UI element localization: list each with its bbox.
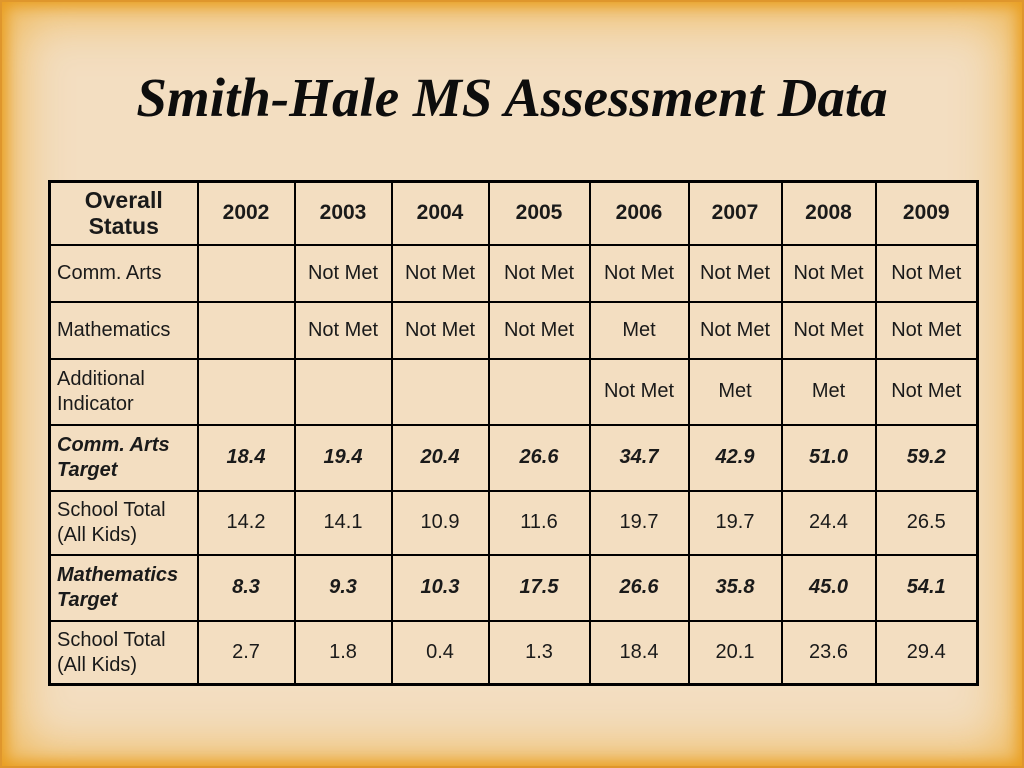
row-label: Mathematics xyxy=(48,300,199,360)
cell-value: Not Met xyxy=(687,243,783,303)
cell-value: 42.9 xyxy=(687,423,783,492)
assessment-table: Overall Status 2002 2003 2004 2005 2006 … xyxy=(48,180,979,687)
cell-value: Not Met xyxy=(588,243,690,303)
cell-value xyxy=(196,300,296,360)
cell-value: 18.4 xyxy=(588,619,690,686)
cell-value: Met xyxy=(687,357,783,426)
cell-value: Not Met xyxy=(588,357,690,426)
row-label: School Total (All Kids) xyxy=(48,619,199,686)
row-label: School Total (All Kids) xyxy=(48,489,199,556)
cell-value: Not Met xyxy=(687,300,783,360)
table-row-school-total-math: School Total (All Kids) 2.7 1.8 0.4 1.3 … xyxy=(48,619,979,686)
cell-value: Met xyxy=(780,357,877,426)
cell-value: 10.9 xyxy=(390,489,490,556)
cell-value: 24.4 xyxy=(780,489,877,556)
cell-value: Not Met xyxy=(874,243,979,303)
cell-value: Not Met xyxy=(780,243,877,303)
column-header-2007: 2007 xyxy=(687,180,783,246)
cell-value: 1.8 xyxy=(293,619,393,686)
column-header-2005: 2005 xyxy=(487,180,591,246)
cell-value: 18.4 xyxy=(196,423,296,492)
cell-value: 59.2 xyxy=(874,423,979,492)
table-row-mathematics: Mathematics Not Met Not Met Not Met Met … xyxy=(48,300,979,360)
row-label: Mathematics Target xyxy=(48,553,199,622)
cell-value: 26.5 xyxy=(874,489,979,556)
cell-value: 29.4 xyxy=(874,619,979,686)
cell-value: 19.7 xyxy=(687,489,783,556)
cell-value: 1.3 xyxy=(487,619,591,686)
cell-value: 23.6 xyxy=(780,619,877,686)
cell-value xyxy=(196,243,296,303)
cell-value xyxy=(390,357,490,426)
cell-value: 19.7 xyxy=(588,489,690,556)
table-row-school-total-comm-arts: School Total (All Kids) 14.2 14.1 10.9 1… xyxy=(48,489,979,556)
cell-value: Not Met xyxy=(487,300,591,360)
cell-value: 20.4 xyxy=(390,423,490,492)
row-label: Comm. Arts xyxy=(48,243,199,303)
column-header-overall-status: Overall Status xyxy=(48,180,199,246)
cell-value xyxy=(487,357,591,426)
cell-value: Not Met xyxy=(487,243,591,303)
cell-value: Not Met xyxy=(874,357,979,426)
cell-value: 26.6 xyxy=(487,423,591,492)
cell-value: 19.4 xyxy=(293,423,393,492)
cell-value: Met xyxy=(588,300,690,360)
cell-value: 14.1 xyxy=(293,489,393,556)
cell-value: 10.3 xyxy=(390,553,490,622)
cell-value xyxy=(196,357,296,426)
cell-value: 54.1 xyxy=(874,553,979,622)
page-title: Smith-Hale MS Assessment Data xyxy=(136,67,888,128)
column-header-2006: 2006 xyxy=(588,180,690,246)
cell-value: 20.1 xyxy=(687,619,783,686)
cell-value: 34.7 xyxy=(588,423,690,492)
cell-value: 2.7 xyxy=(196,619,296,686)
cell-value: Not Met xyxy=(293,243,393,303)
cell-value: 45.0 xyxy=(780,553,877,622)
row-label: Additional Indicator xyxy=(48,357,199,426)
column-header-2008: 2008 xyxy=(780,180,877,246)
table-row-mathematics-target: Mathematics Target 8.3 9.3 10.3 17.5 26.… xyxy=(48,553,979,622)
table-row-comm-arts-target: Comm. Arts Target 18.4 19.4 20.4 26.6 34… xyxy=(48,423,979,492)
column-header-2004: 2004 xyxy=(390,180,490,246)
cell-value: 17.5 xyxy=(487,553,591,622)
cell-value: 8.3 xyxy=(196,553,296,622)
cell-value: Not Met xyxy=(780,300,877,360)
column-header-2009: 2009 xyxy=(874,180,979,246)
cell-value: Not Met xyxy=(874,300,979,360)
cell-value: 26.6 xyxy=(588,553,690,622)
cell-value: 0.4 xyxy=(390,619,490,686)
cell-value: Not Met xyxy=(293,300,393,360)
row-label: Comm. Arts Target xyxy=(48,423,199,492)
table-row-additional-indicator: Additional Indicator Not Met Met Met Not… xyxy=(48,357,979,426)
cell-value: Not Met xyxy=(390,243,490,303)
table-header-row: Overall Status 2002 2003 2004 2005 2006 … xyxy=(48,180,979,246)
table-row-comm-arts: Comm. Arts Not Met Not Met Not Met Not M… xyxy=(48,243,979,303)
cell-value: 11.6 xyxy=(487,489,591,556)
cell-value: 9.3 xyxy=(293,553,393,622)
cell-value: 51.0 xyxy=(780,423,877,492)
cell-value: 14.2 xyxy=(196,489,296,556)
column-header-2002: 2002 xyxy=(196,180,296,246)
cell-value: 35.8 xyxy=(687,553,783,622)
cell-value xyxy=(293,357,393,426)
cell-value: Not Met xyxy=(390,300,490,360)
column-header-2003: 2003 xyxy=(293,180,393,246)
